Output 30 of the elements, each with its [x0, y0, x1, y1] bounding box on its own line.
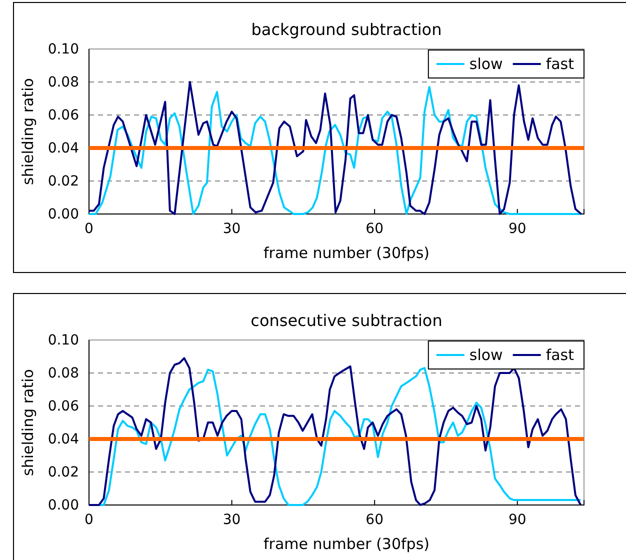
y-tick-label: 0.02	[48, 173, 79, 190]
x-tick-label: 30	[222, 220, 241, 237]
y-tick-label: 0.10	[48, 41, 79, 58]
x-tick-label: 90	[508, 512, 526, 528]
y-tick-label: 0.08	[48, 74, 79, 90]
legend-label: fast	[546, 55, 574, 73]
chart-title: background subtraction	[251, 20, 442, 39]
legend-label: fast	[546, 346, 574, 364]
x-tick-label: 60	[366, 220, 384, 237]
y-tick-label: 0.00	[48, 206, 79, 222]
chart-title: consecutive subtraction	[250, 311, 442, 330]
x-tick-label: 0	[84, 512, 94, 528]
y-tick-label: 0.00	[48, 497, 79, 514]
y-tick-label: 0.10	[48, 332, 79, 348]
y-tick-label: 0.04	[48, 431, 80, 448]
x-tick-label: 0	[84, 220, 94, 237]
x-tick-label: 60	[366, 512, 384, 528]
y-tick-label: 0.04	[48, 140, 80, 156]
x-tick-label: 90	[508, 220, 526, 237]
y-tick-label: 0.08	[48, 365, 79, 382]
legend-label: slow	[469, 346, 503, 364]
y-tick-label: 0.02	[48, 464, 79, 480]
y-tick-label: 0.06	[48, 398, 80, 414]
x-axis-title: frame number (30fps)	[264, 244, 430, 262]
legend-label: slow	[469, 55, 503, 73]
y-axis-title: shielding ratio	[19, 369, 37, 476]
y-axis-title: shielding ratio	[19, 78, 37, 185]
x-axis-title: frame number (30fps)	[264, 535, 430, 553]
x-tick-label: 30	[222, 512, 241, 528]
y-tick-label: 0.06	[48, 107, 80, 124]
